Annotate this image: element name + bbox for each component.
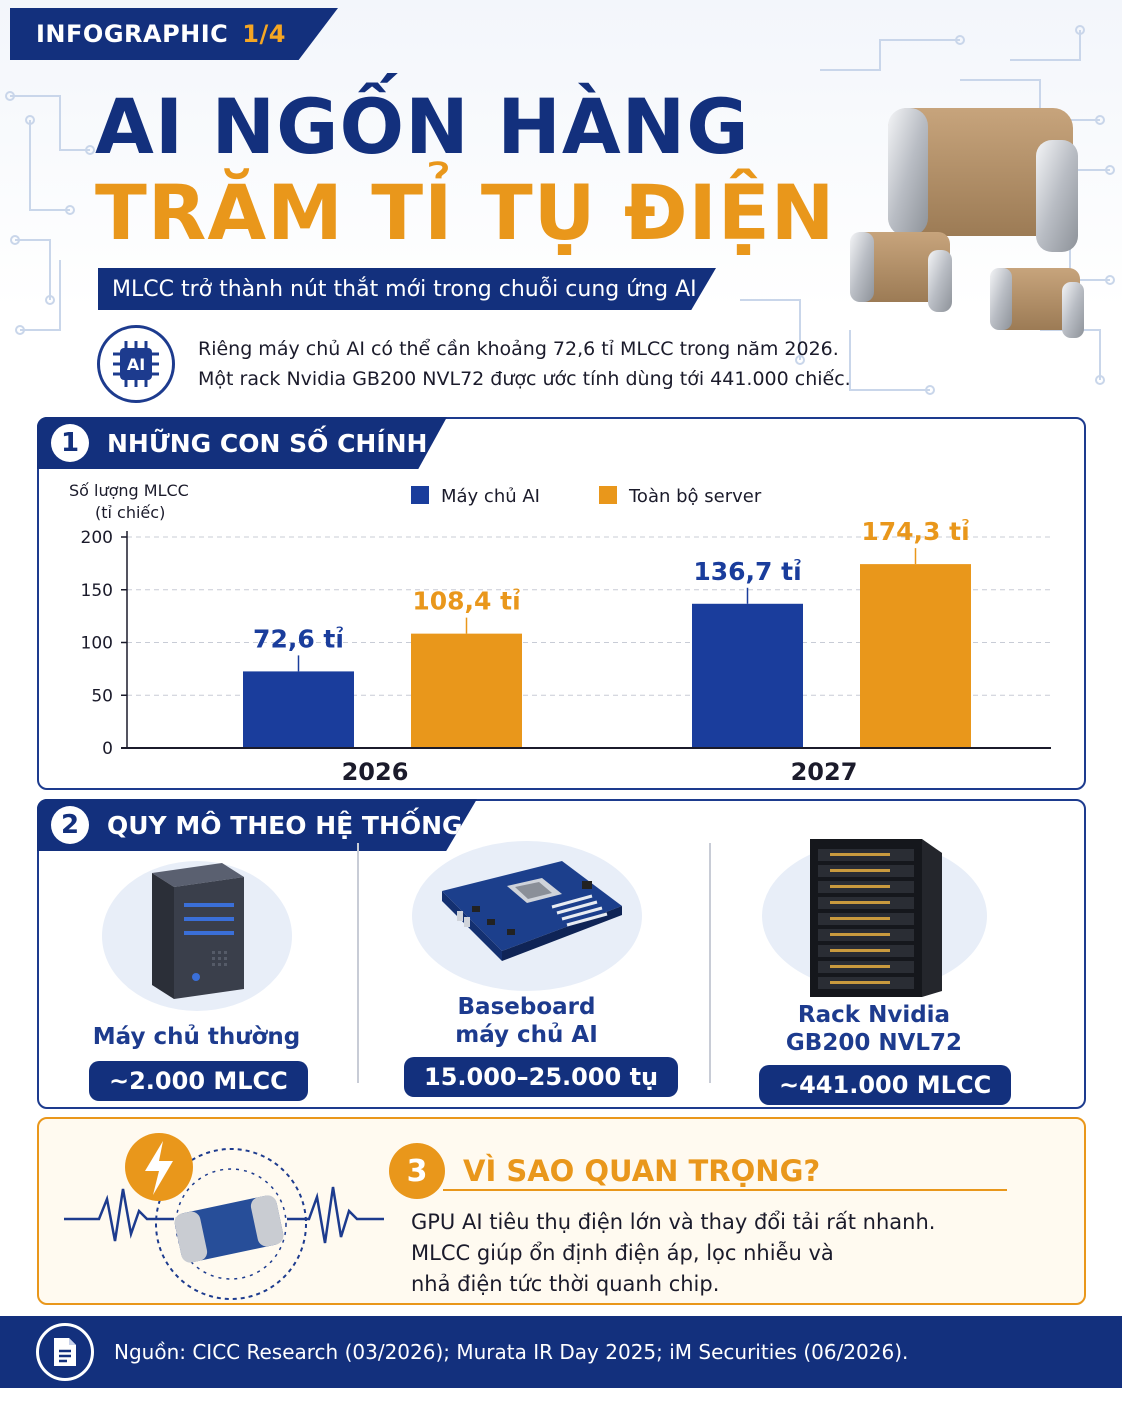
section-number: 2 (51, 806, 89, 844)
data-label: 72,6 tỉ (253, 624, 344, 653)
system-value-pill: ~2.000 MLCC (89, 1061, 308, 1101)
column-divider (709, 843, 711, 1083)
y-tick-label: 0 (102, 739, 113, 759)
capacitor-power-icon (64, 1133, 384, 1300)
y-tick-label: 200 (81, 528, 113, 548)
why-line-3: nhả điện tức thời quanh chip. (411, 1272, 720, 1296)
y-axis-label-line1: Số lượng MLCC (69, 481, 189, 500)
system-name: Rack Nvidia (797, 1002, 951, 1028)
system-item-ai-baseboard: Baseboard máy chủ AI 15.000–25.000 tụ (404, 841, 679, 1097)
server-rack-icon (761, 839, 987, 997)
bar (692, 603, 803, 748)
intro-text: Riêng máy chủ AI có thể cần khoảng 72,6 … (198, 334, 851, 394)
title-underline (443, 1189, 1007, 1191)
ai-chip-icon: AI (97, 325, 175, 403)
mlcc-capacitor-icon (850, 108, 1084, 338)
section-title: NHỮNG CON SỐ CHÍNH (107, 428, 428, 458)
mlcc-bar-chart: Số lượng MLCC (tỉ chiếc) Máy chủ AI Toàn … (69, 481, 1051, 786)
y-axis-label-line2: (tỉ chiếc) (95, 503, 165, 522)
why-line-1: GPU AI tiêu thụ điện lớn và thay đổi tải… (411, 1210, 936, 1234)
server-tower-icon (101, 861, 292, 1011)
section-title: VÌ SAO QUAN TRỌNG? (463, 1154, 821, 1188)
x-tick-label: 2026 (342, 758, 409, 786)
motherboard-icon (411, 841, 642, 991)
y-tick-label: 50 (91, 686, 113, 706)
source-footer: Nguồn: CICC Research (03/2026); Murata I… (0, 1316, 1122, 1388)
x-tick-label: 2027 (791, 758, 858, 786)
key-figures-header: 1 NHỮNG CON SỐ CHÍNH (37, 417, 447, 469)
system-name: Máy chủ thường (92, 1024, 301, 1050)
system-name-line2: máy chủ AI (455, 1022, 598, 1048)
intro-line-2: Một rack Nvidia GB200 NVL72 được ước tín… (198, 368, 851, 390)
system-item-gb200-rack: Rack Nvidia GB200 NVL72 ~441.000 MLCC (759, 839, 1012, 1105)
y-tick-label: 150 (81, 581, 113, 601)
legend-label: Máy chủ AI (441, 486, 540, 507)
section-number: 1 (51, 424, 89, 462)
page-title-line2: TRĂM TỈ TỤ ĐIỆN (95, 168, 836, 257)
tag-page-number: 1/4 (242, 20, 286, 48)
why-important-text: GPU AI tiêu thụ điện lớn và thay đổi tải… (411, 1207, 935, 1300)
page-title-line1: AI NGỐN HÀNG (95, 82, 750, 171)
data-label: 174,3 tỉ (861, 517, 969, 546)
ai-badge-text: AI (127, 355, 145, 374)
page-subtitle: MLCC trở thành nút thắt mới trong chuỗi … (98, 268, 716, 310)
data-label: 136,7 tỉ (693, 557, 801, 586)
system-scale-section: 2 QUY MÔ THEO HỆ THỐNG Máy chủ thường ~2… (37, 799, 1086, 1109)
section-title: QUY MÔ THEO HỆ THỐNG (107, 810, 463, 840)
system-value-pill: ~441.000 MLCC (759, 1065, 1012, 1105)
system-name-line2: GB200 NVL72 (785, 1030, 963, 1056)
data-label: 108,4 tỉ (412, 587, 520, 616)
legend-swatch (411, 486, 429, 504)
bar (243, 671, 354, 748)
document-icon (36, 1323, 94, 1381)
system-name: Baseboard (457, 994, 596, 1020)
legend-label: Toàn bộ server (628, 486, 762, 507)
system-item-regular-server: Máy chủ thường ~2.000 MLCC (89, 841, 308, 1101)
bar (860, 564, 971, 748)
tag-label: INFOGRAPHIC (36, 20, 229, 48)
infographic-tag: INFOGRAPHIC 1/4 (10, 8, 338, 60)
column-divider (357, 843, 359, 1083)
why-important-section: 3 VÌ SAO QUAN TRỌNG? GPU AI tiêu thụ điệ… (37, 1117, 1086, 1305)
key-figures-section: 1 NHỮNG CON SỐ CHÍNH Số lượng MLCC (tỉ c… (37, 417, 1086, 790)
legend-swatch (599, 486, 617, 504)
intro-line-1: Riêng máy chủ AI có thể cần khoảng 72,6 … (198, 338, 839, 360)
system-scale-header: 2 QUY MÔ THEO HỆ THỐNG (37, 799, 477, 851)
section-number: 3 (389, 1143, 445, 1199)
system-value-pill: 15.000–25.000 tụ (404, 1057, 679, 1097)
y-tick-label: 100 (81, 634, 113, 654)
bar (411, 633, 522, 748)
source-text: Nguồn: CICC Research (03/2026); Murata I… (114, 1340, 909, 1364)
why-line-2: MLCC giúp ổn định điện áp, lọc nhiễu và (411, 1241, 834, 1265)
why-important-header: 3 VÌ SAO QUAN TRỌNG? (389, 1143, 820, 1199)
